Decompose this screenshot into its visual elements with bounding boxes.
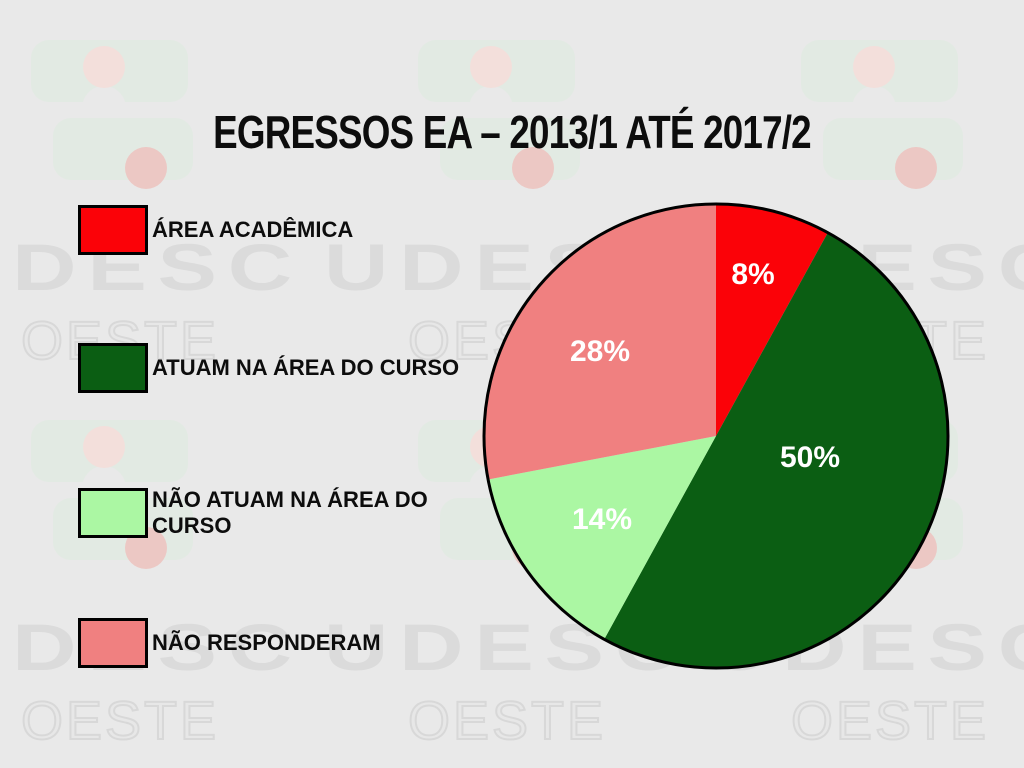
udesc-logo-dot-bottom xyxy=(125,147,167,189)
legend-item-area-academica: ÁREA ACADÊMICA xyxy=(78,205,472,255)
pie-outline xyxy=(482,202,950,670)
pie-chart xyxy=(481,201,951,671)
udesc-logo-dot-top xyxy=(83,46,125,88)
legend-label: ÁREA ACADÊMICA xyxy=(152,217,354,242)
udesc-logo-dot-bottom xyxy=(895,147,937,189)
legend-swatch-pink xyxy=(78,618,148,668)
legend-label: ATUAM NA ÁREA DO CURSO xyxy=(152,355,460,380)
watermark-campus-text: OESTE xyxy=(407,690,607,752)
pie-svg xyxy=(482,202,950,670)
pie-slice-label-area-academica: 8% xyxy=(731,258,775,291)
legend-swatch-dark-green xyxy=(78,343,148,393)
legend-item-nao-responderam: NÃO RESPONDERAM xyxy=(78,618,472,668)
legend-swatch-red xyxy=(78,205,148,255)
pie-slice xyxy=(604,232,948,669)
legend-item-atuam-na-area: ATUAM NA ÁREA DO CURSO xyxy=(78,343,472,393)
legend-label: NÃO RESPONDERAM xyxy=(152,630,381,655)
pie-slice xyxy=(488,436,716,640)
pie-slice-label-nao-atuam: 14% xyxy=(571,503,633,536)
watermark-campus-text: OESTE xyxy=(790,690,990,752)
udesc-logo-bar-bottom xyxy=(823,118,963,180)
pie-slice-label-atuam: 50% xyxy=(779,441,841,474)
pie-slice xyxy=(716,204,828,436)
udesc-logo-bar-bottom xyxy=(53,118,193,180)
udesc-logo-bar-bottom xyxy=(440,118,580,180)
udesc-logo-dot-top xyxy=(470,46,512,88)
legend-swatch-light-green xyxy=(78,488,148,538)
legend-item-nao-atuam-na-area: NÃO ATUAM NA ÁREA DO CURSO xyxy=(78,487,472,539)
legend-label: NÃO ATUAM NA ÁREA DO CURSO xyxy=(152,487,428,538)
pie-slice-label-nao-responderam: 28% xyxy=(569,335,631,368)
udesc-logo-dot-top xyxy=(853,46,895,88)
udesc-logo-dot-top xyxy=(83,426,125,468)
pie-slice xyxy=(484,204,716,480)
chart-title: EGRESSOS EA – 2013/1 ATÉ 2017/2 xyxy=(213,106,812,158)
watermark-campus-text: OESTE xyxy=(20,690,220,752)
udesc-logo-dot-bottom xyxy=(512,147,554,189)
